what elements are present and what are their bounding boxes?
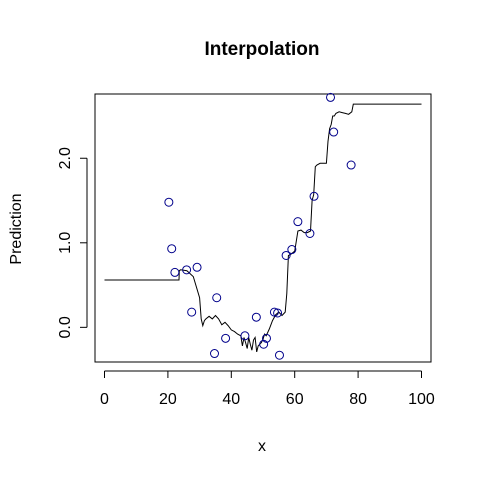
data-points [164,92,356,360]
data-point [212,293,222,303]
data-point [326,92,336,102]
data-point [251,312,261,322]
data-point [287,245,297,255]
data-point [261,333,271,343]
y-axis: 0.0 1.0 2.0 [57,147,88,338]
x-tick-label: 0 [100,391,109,408]
data-point [346,160,356,170]
x-tick-label: 100 [408,391,435,408]
y-axis-label: Prediction [8,193,25,264]
x-axis: 0 20 40 60 80 100 [100,370,435,408]
plot-area [104,92,422,360]
data-point [274,350,284,360]
data-point [210,349,220,359]
x-tick-label: 80 [349,391,367,408]
data-point [259,339,269,349]
x-tick-label: 20 [159,391,177,408]
data-point [293,217,303,227]
data-point [187,307,197,317]
data-point [182,265,192,275]
x-tick-label: 40 [222,391,240,408]
y-tick-label: 1.0 [57,232,74,254]
chart-title: Interpolation [204,39,319,60]
data-point [309,191,319,201]
data-point [305,228,315,238]
data-point [192,262,202,272]
data-point [221,333,231,343]
data-point [170,267,180,277]
x-axis-label: x [258,438,266,455]
data-point [164,197,174,207]
interpolation-line [104,103,422,353]
x-tick-label: 60 [286,391,304,408]
data-point [329,127,339,137]
data-point [273,308,283,318]
y-tick-label: 2.0 [57,147,74,169]
plot-frame [94,93,432,363]
data-point [167,244,177,254]
data-point [240,331,250,341]
y-tick-label: 0.0 [57,316,74,338]
data-point [281,250,291,260]
